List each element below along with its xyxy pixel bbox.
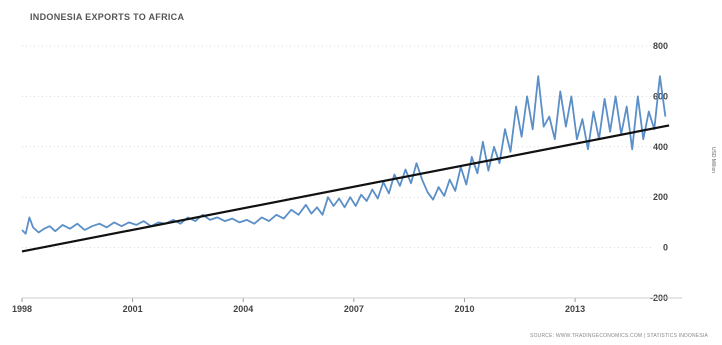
source-note: SOURCE: WWW.TRADINGECONOMICS.COM | STATI… bbox=[530, 333, 708, 339]
x-tick-label: 2001 bbox=[123, 304, 143, 314]
y-tick-label: 200 bbox=[653, 192, 668, 202]
x-tick-label: 2013 bbox=[565, 304, 585, 314]
y-tick-label: 400 bbox=[653, 142, 668, 152]
series-line-trend bbox=[21, 124, 670, 253]
y-tick-label: 600 bbox=[653, 91, 668, 101]
chart-title: INDONESIA EXPORTS TO AFRICA bbox=[30, 12, 185, 22]
y-axis-label: USD Million bbox=[710, 147, 716, 173]
x-axis: 1998 2001 2004 2007 2010 2013 bbox=[12, 298, 585, 314]
x-tick-label: 2007 bbox=[344, 304, 364, 314]
x-tick-label: 2010 bbox=[454, 304, 474, 314]
y-tick-label: 0 bbox=[663, 243, 668, 253]
series-layer bbox=[21, 75, 670, 253]
x-tick-label: 2004 bbox=[233, 304, 253, 314]
x-tick-label: 1998 bbox=[12, 304, 32, 314]
y-tick-label: 800 bbox=[653, 41, 668, 51]
grid bbox=[22, 45, 652, 249]
series-line-exports bbox=[21, 75, 667, 235]
